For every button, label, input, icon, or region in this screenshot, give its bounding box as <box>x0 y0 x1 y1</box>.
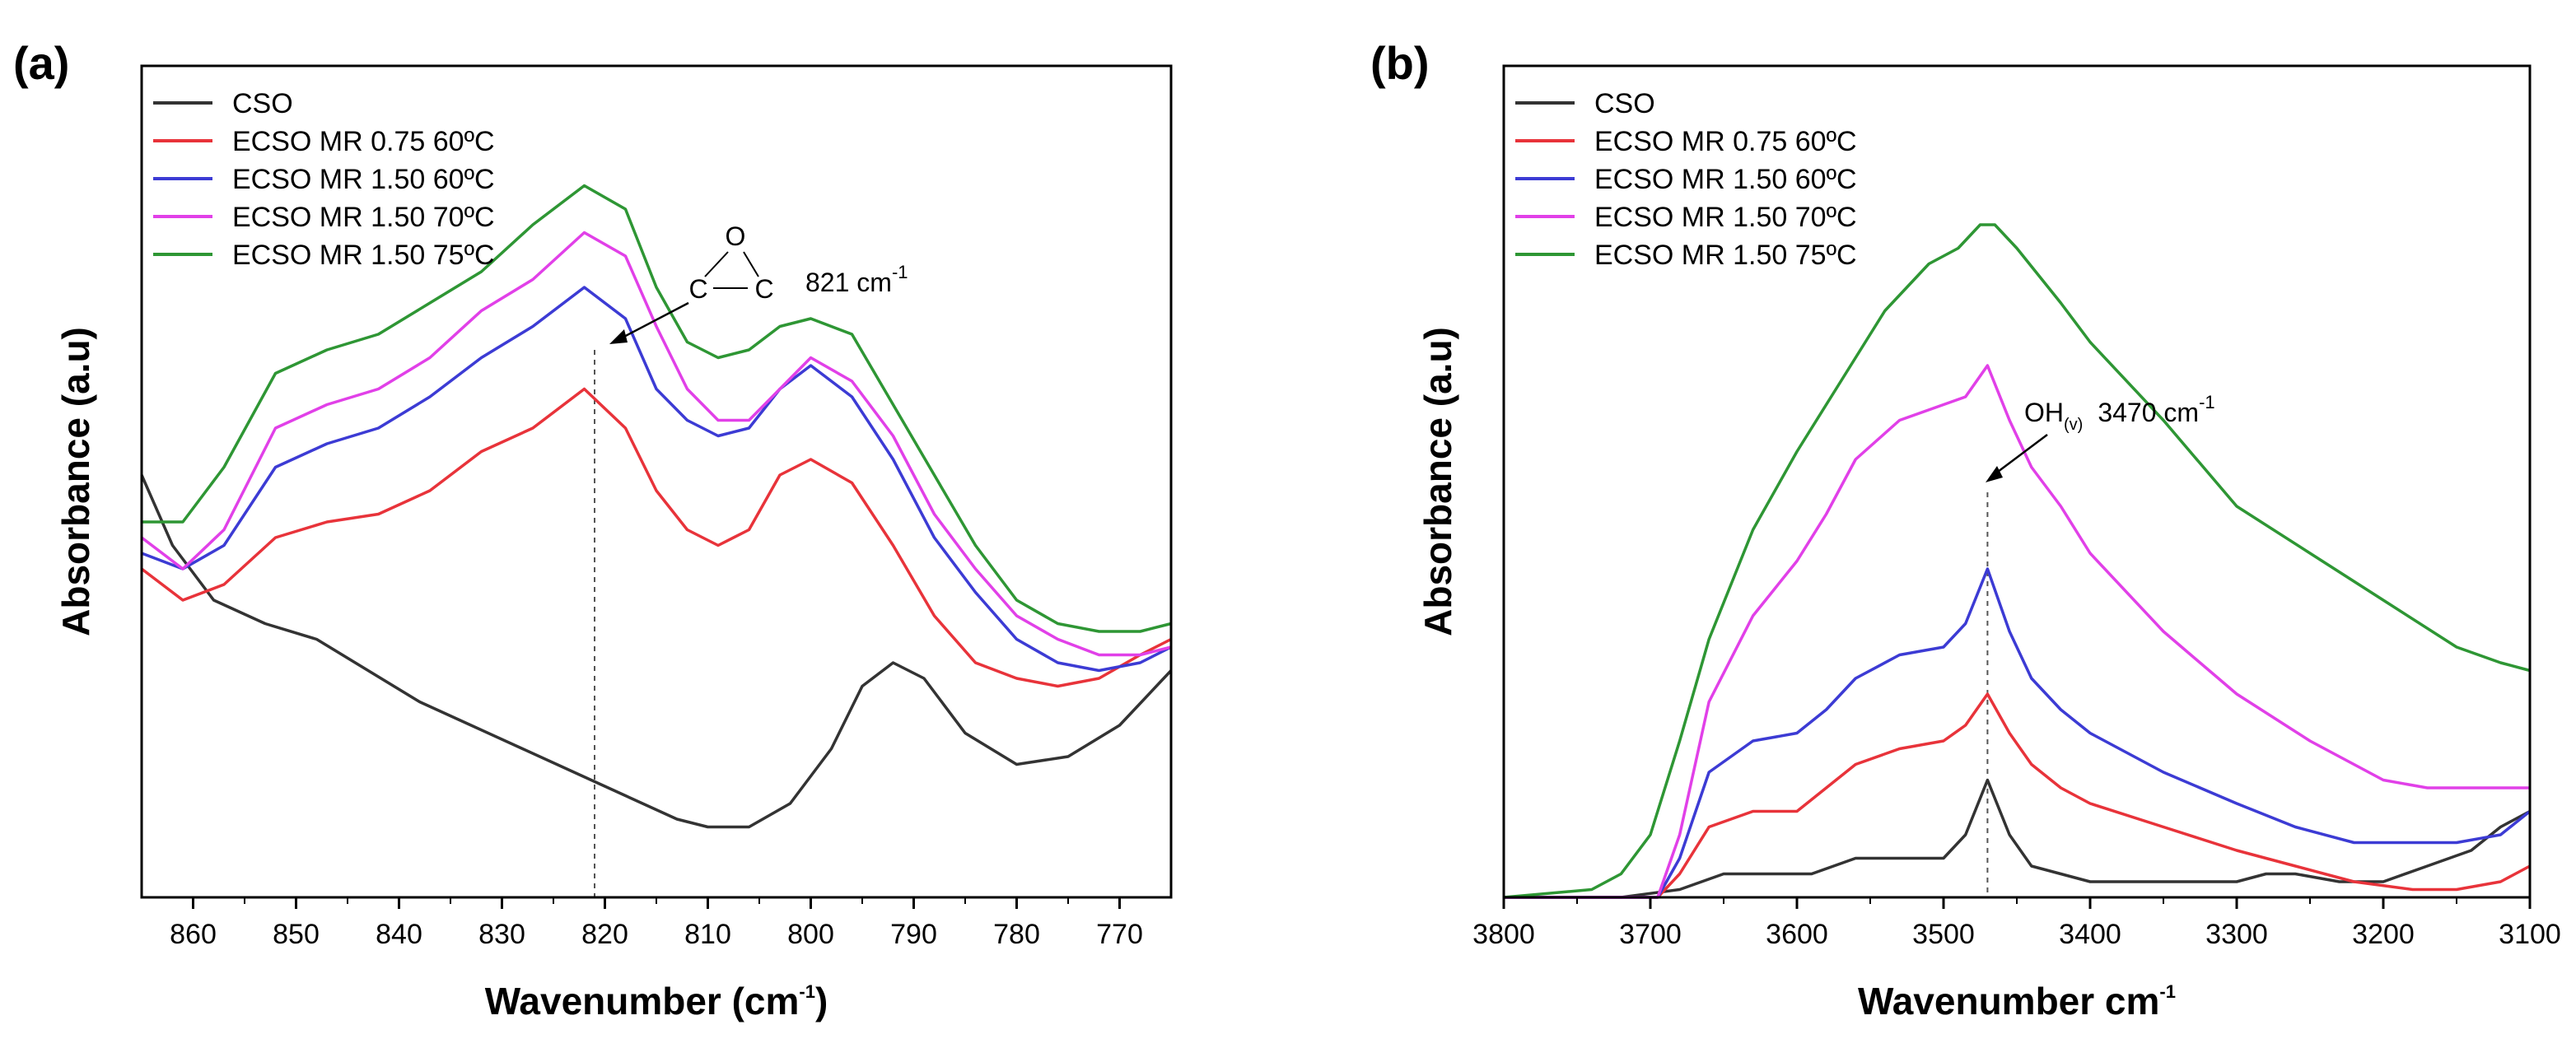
panel-a-y-axis-title: Absorbance (a.u) <box>54 327 97 636</box>
panel-b-x-tick-label-3100: 3100 <box>2499 919 2561 950</box>
panel-b-series-ecso-mr-0-75-60c <box>1504 692 2531 899</box>
epoxide-c2-label: C <box>754 274 773 304</box>
panel-a-x-tick-label-800: 800 <box>787 919 834 950</box>
panel-b-x-tick-label-3400: 3400 <box>2059 919 2121 950</box>
panel-b-x-axis-title-main: Wavenumber cm <box>1858 980 2159 1022</box>
panel-a-peak-label-sup: -1 <box>892 262 908 282</box>
panel-b-arrow-line <box>1994 434 2048 475</box>
panel-a-label: (a) <box>13 37 69 89</box>
oh-label-main: OH <box>2024 398 2064 427</box>
epoxide-bond-left <box>704 251 729 277</box>
panel-b-x-tick-label-3600: 3600 <box>1766 919 1828 950</box>
panel-a-x-axis-title-sup: -1 <box>799 981 815 1002</box>
panel-b-x-axis-title: Wavenumber cm-1 <box>1858 980 2176 1022</box>
panel-a-x-tick-label-840: 840 <box>376 919 422 950</box>
panel-b-legend-label-ecso-mr-1-50-75c: ECSO MR 1.50 75ºC <box>1594 240 1857 271</box>
panel-a-arrow-line <box>618 301 689 341</box>
oh-label-sub: (v) <box>2064 416 2083 434</box>
panel-a-x-tick-label-830: 830 <box>478 919 525 950</box>
panel-b-x-axis-title-sup: -1 <box>2159 981 2176 1002</box>
panel-b-peak-label-sup: -1 <box>2199 392 2215 412</box>
panel-a-x-tick-label-780: 780 <box>993 919 1040 950</box>
panel-b-x-tick-label-3300: 3300 <box>2205 919 2268 950</box>
panel-b-y-axis-title: Absorbance (a.u) <box>1416 327 1459 636</box>
panel-a-x-axis: 860 850 840 830 820 810 800 790 780 770 <box>170 897 1143 950</box>
panel-a-legend-label-ecso-mr-1-50-75c: ECSO MR 1.50 75ºC <box>232 240 495 271</box>
panel-a-series-ecso-mr-0-75-60c <box>140 387 1172 688</box>
panel-b-legend-label-ecso-mr-1-50-70c: ECSO MR 1.50 70ºC <box>1594 202 1857 233</box>
panel-b-legend-label-ecso-mr-1-50-60c: ECSO MR 1.50 60ºC <box>1594 164 1857 195</box>
panel-b-label: (b) <box>1370 37 1430 89</box>
panel-b-legend: CSO ECSO MR 0.75 60ºC ECSO MR 1.50 60ºC ECS… <box>1515 88 1857 271</box>
panel-a-legend: CSO ECSO MR 0.75 60ºC ECSO MR 1.50 60ºC ECS… <box>153 88 495 271</box>
panel-a-legend-label-ecso-mr-0-75-60c: ECSO MR 0.75 60ºC <box>232 126 495 157</box>
panel-b-arrow-head <box>1986 466 2003 482</box>
panel-b-x-tick-label-3500: 3500 <box>1912 919 1975 950</box>
panel-a-legend-label-ecso-mr-1-50-70c: ECSO MR 1.50 70ºC <box>232 202 495 233</box>
panel-b-annotation: OH(v) 3470 cm-1 <box>1986 392 2215 482</box>
panel-a-curves <box>140 184 1173 897</box>
panel-a: (a) 860 850 840 830 820 810 800 790 780 770 Absor… <box>13 37 1173 1022</box>
panel-b-series-ecso-mr-1-50-75c <box>1503 223 2531 899</box>
epoxide-c1-label: C <box>688 274 707 304</box>
panel-a-x-axis-title-tail: ) <box>815 980 828 1022</box>
panel-b-legend-label-cso: CSO <box>1594 88 1655 119</box>
panel-a-series-cso <box>140 474 1173 829</box>
panel-a-legend-label-cso: CSO <box>232 88 293 119</box>
panel-b-peak-label: OH(v) 3470 cm-1 <box>2024 392 2215 434</box>
panel-a-series-ecso-mr-1-50-60c <box>141 286 1172 673</box>
panel-a-x-tick-label-770: 770 <box>1096 919 1143 950</box>
panel-a-annotation: O C C 821 cm-1 <box>609 221 908 344</box>
panel-b-x-tick-label-3800: 3800 <box>1472 919 1535 950</box>
panel-a-x-tick-label-810: 810 <box>684 919 731 950</box>
panel-a-peak-label: 821 cm-1 <box>805 262 908 297</box>
panel-b-x-axis: 3800 3700 3600 3500 3400 3300 3200 3100 <box>1472 897 2561 950</box>
panel-a-x-tick-label-850: 850 <box>273 919 320 950</box>
panel-a-peak-label-main: 821 cm <box>805 268 892 297</box>
panel-a-arrow-head <box>609 329 628 344</box>
panel-a-x-tick-label-820: 820 <box>581 919 628 950</box>
panel-b-x-tick-label-3200: 3200 <box>2352 919 2415 950</box>
panel-b-series-cso <box>1504 778 2531 899</box>
panel-b-legend-label-ecso-mr-0-75-60c: ECSO MR 0.75 60ºC <box>1594 126 1857 157</box>
panel-a-series-ecso-mr-1-50-75c <box>142 184 1172 633</box>
panel-a-x-tick-label-790: 790 <box>890 919 937 950</box>
panel-b-x-tick-label-3700: 3700 <box>1619 919 1682 950</box>
panel-a-x-tick-label-860: 860 <box>170 919 217 950</box>
panel-a-x-axis-title-main: Wavenumber (cm <box>485 980 800 1022</box>
panel-a-legend-label-ecso-mr-1-50-60c: ECSO MR 1.50 60ºC <box>232 164 495 195</box>
epoxide-bond-right <box>743 251 759 277</box>
panel-b-series-ecso-mr-1-50-60c <box>1504 567 2532 899</box>
panel-b: (b) 3800 3700 3600 3500 3400 3300 3200 3100 Abs… <box>1370 37 2561 1022</box>
panel-b-curves <box>1503 223 2532 899</box>
panel-a-series-ecso-mr-1-50-70c <box>140 231 1172 657</box>
panel-a-x-axis-title: Wavenumber (cm-1) <box>485 980 828 1022</box>
epoxide-o-label: O <box>726 221 746 251</box>
panel-b-peak-label-main: 3470 cm <box>2098 398 2199 427</box>
panel-b-series-ecso-mr-1-50-70c <box>1504 364 2530 899</box>
